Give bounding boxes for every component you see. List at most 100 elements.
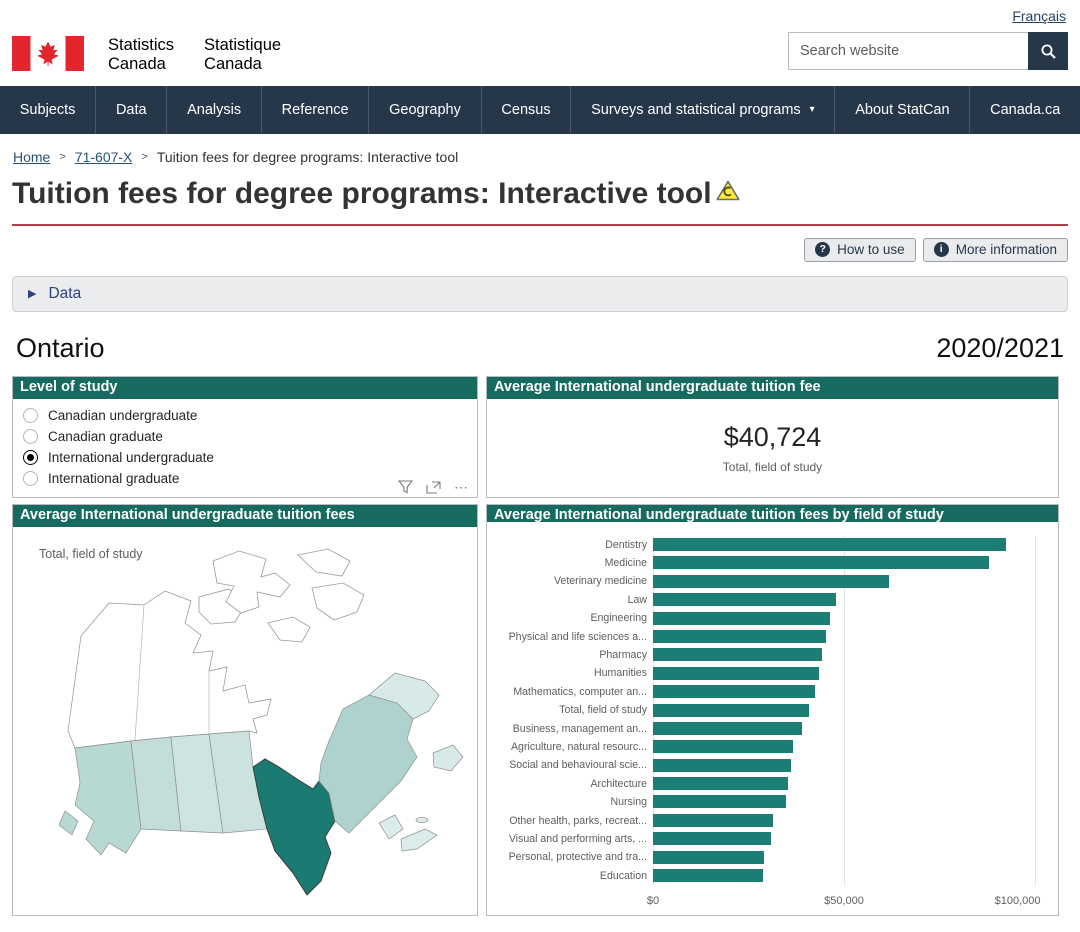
nav-item-subjects[interactable]: Subjects xyxy=(0,86,95,134)
map-region-ontario[interactable] xyxy=(252,758,336,896)
plot-area xyxy=(653,701,1058,719)
nav-item-label: Analysis xyxy=(187,101,242,118)
bar-education[interactable] xyxy=(653,869,763,883)
bar-humanities[interactable] xyxy=(653,666,819,680)
bar-total-field-of-study[interactable] xyxy=(653,703,809,717)
radio-international-undergraduate[interactable]: International undergraduate xyxy=(23,449,467,465)
category-label: Humanities xyxy=(594,667,647,680)
bar-social-and-behavioural-scie[interactable] xyxy=(653,758,791,772)
radio-canadian-graduate[interactable]: Canadian graduate xyxy=(23,428,467,444)
bar-other-health-parks-recreat[interactable] xyxy=(653,813,773,827)
main-nav: Subjects Data Analysis Reference Geography Ce… xyxy=(0,85,1080,134)
map-region-nova-scotia[interactable] xyxy=(400,828,438,852)
plot-area xyxy=(653,756,1058,774)
field-chart-panel: Average International undergraduate tuit… xyxy=(486,503,1059,916)
search-button[interactable] xyxy=(1028,32,1068,70)
x-tick: $50,000 xyxy=(824,894,864,907)
more-options-icon[interactable]: ⋯ xyxy=(454,478,469,495)
map-title: Average International undergraduate tuit… xyxy=(13,504,477,527)
chart-row: Pharmacy xyxy=(487,646,1058,664)
average-fee-title: Average International undergraduate tuit… xyxy=(487,376,1058,399)
plot-area xyxy=(653,646,1058,664)
x-axis: $0 $50,000 $100,000 xyxy=(487,889,1058,915)
category-label: Engineering xyxy=(590,612,647,625)
arctic-island xyxy=(212,550,291,614)
nav-item-analysis[interactable]: Analysis xyxy=(166,85,261,134)
dashboard-grid: Level of study Canadian undergraduate Can… xyxy=(12,375,1068,916)
map-region-british-columbia[interactable] xyxy=(74,740,142,856)
radio-circle-icon xyxy=(23,407,38,423)
category-label: Nursing xyxy=(610,796,647,809)
arctic-island xyxy=(267,616,311,643)
radio-label: International graduate xyxy=(48,470,180,486)
expand-arrow-icon: ▶ xyxy=(28,288,37,301)
bar-personal-protective-and-tra[interactable] xyxy=(653,850,764,864)
filter-icon[interactable] xyxy=(398,480,413,494)
radio-circle-icon xyxy=(23,449,38,465)
nav-item-census[interactable]: Census xyxy=(480,85,571,134)
chart-row: Total, field of study xyxy=(487,701,1058,719)
bar-dentistry[interactable] xyxy=(653,538,1006,552)
breadcrumb-item-71-607-x[interactable]: 71-607-X xyxy=(74,148,133,165)
chart-row: Dentistry xyxy=(487,536,1058,554)
how-to-use-icon: ? xyxy=(815,241,831,257)
level-of-study-panel: Level of study Canadian undergraduate Can… xyxy=(12,375,478,498)
bar-business-management-an[interactable] xyxy=(653,721,802,735)
search-input[interactable] xyxy=(788,32,1028,70)
nav-item-canada-ca[interactable]: Canada.ca xyxy=(969,85,1080,134)
plot-area xyxy=(653,627,1058,645)
bar-medicine[interactable] xyxy=(653,556,990,570)
language-bar: Français xyxy=(0,0,1080,24)
category-label: Mathematics, computer an... xyxy=(513,685,647,698)
map-region-newfoundland[interactable] xyxy=(432,744,464,772)
nav-item-about-statcan[interactable]: About StatCan xyxy=(834,85,969,134)
bar-veterinary-medicine[interactable] xyxy=(653,574,890,588)
more-information-icon: i xyxy=(933,241,949,257)
average-fee-panel: Average International undergraduate tuit… xyxy=(486,375,1059,498)
nav-item-geography[interactable]: Geography xyxy=(368,85,480,134)
breadcrumb-item-home[interactable]: Home xyxy=(13,148,51,165)
warning-icon[interactable] xyxy=(715,180,740,201)
bar-engineering[interactable] xyxy=(653,611,830,625)
fee-note: Total, field of study xyxy=(722,459,823,474)
bar-mathematics-computer-an[interactable] xyxy=(653,685,815,699)
plot-area xyxy=(653,554,1058,572)
how-to-use-button[interactable]: ? How to use xyxy=(804,237,916,262)
chart-row: Veterinary medicine xyxy=(487,572,1058,590)
language-toggle-link[interactable]: Français xyxy=(1012,8,1066,24)
territory-border xyxy=(134,604,145,740)
canada-flag-logo xyxy=(12,36,84,71)
chart-row: Personal, protective and tra... xyxy=(487,848,1058,866)
radio-international-graduate[interactable]: International graduate xyxy=(23,470,467,486)
map-region-new-brunswick[interactable] xyxy=(378,814,404,840)
category-label: Personal, protective and tra... xyxy=(508,851,647,864)
focus-mode-icon[interactable] xyxy=(426,481,441,494)
map-region-territories xyxy=(67,590,272,749)
nav-item-surveys-and-statistical-programs[interactable]: Surveys and statistical programs ▾ xyxy=(570,85,834,134)
map-note: Total, field of study xyxy=(39,546,143,561)
bar-pharmacy[interactable] xyxy=(653,648,823,662)
nav-item-reference[interactable]: Reference xyxy=(260,85,368,134)
data-accordion[interactable]: ▶ Data xyxy=(12,275,1068,312)
plot-area xyxy=(653,830,1058,848)
breadcrumb-separator: > xyxy=(141,150,148,163)
chart-row: Medicine xyxy=(487,554,1058,572)
nav-item-label: Geography xyxy=(389,101,461,118)
bar-visual-and-performing-arts[interactable] xyxy=(653,832,772,846)
bar-agriculture-natural-resourc[interactable] xyxy=(653,740,794,754)
map-region-vancouver-island[interactable] xyxy=(58,810,79,836)
nav-item-data[interactable]: Data xyxy=(95,85,166,134)
chart-row: Other health, parks, recreat... xyxy=(487,811,1058,829)
bar-physical-and-life-sciences-a[interactable] xyxy=(653,629,827,643)
bar-architecture[interactable] xyxy=(653,777,788,791)
plot-area xyxy=(653,572,1058,590)
more-information-button[interactable]: i More information xyxy=(922,237,1068,262)
bar-nursing[interactable] xyxy=(653,795,786,809)
map-region-quebec[interactable] xyxy=(318,694,418,834)
x-tick: $100,000 xyxy=(994,894,1041,907)
bar-law[interactable] xyxy=(653,593,837,607)
radio-canadian-undergraduate[interactable]: Canadian undergraduate xyxy=(23,407,467,423)
map-region-labrador[interactable] xyxy=(368,672,440,720)
nav-item-label: Data xyxy=(115,101,147,118)
map-region-prince-edward-island[interactable] xyxy=(415,817,429,823)
